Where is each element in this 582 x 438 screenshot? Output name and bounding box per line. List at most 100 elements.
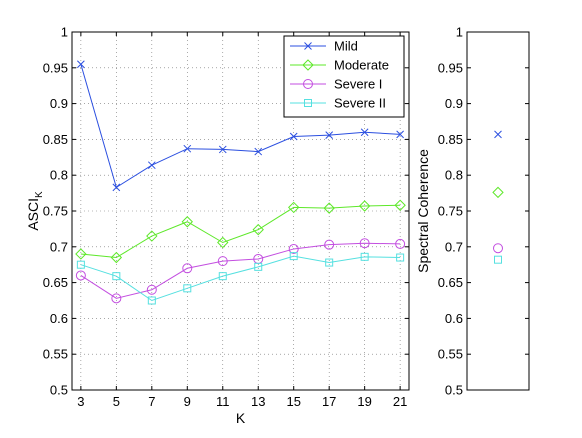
legend-label-mild: Mild [334, 39, 358, 54]
x-tick-label: 3 [77, 394, 84, 409]
data-point-severe-i [324, 239, 335, 250]
data-point-mild [218, 145, 227, 154]
data-point-severe-ii [218, 272, 227, 281]
data-point-mild [254, 147, 263, 156]
legend-entry-mild: Mild [290, 39, 358, 54]
data-point-severe-ii [147, 296, 156, 305]
series-line-moderate [80, 204, 401, 259]
data-point-severe-i [359, 238, 370, 249]
series-line-severe-i [80, 242, 401, 299]
data-point-severe-ii [183, 284, 192, 293]
side-y-tick-label: 0.95 [438, 60, 463, 75]
data-point-severe-ii [360, 252, 369, 261]
data-point-moderate [288, 201, 300, 214]
side-y-tick-label: 0.8 [445, 168, 463, 183]
legend-label-severe-ii: Severe II [334, 96, 386, 111]
data-point-mild [289, 132, 298, 141]
data-point-mild [325, 131, 334, 139]
side-point-mild [494, 130, 502, 139]
side-point-severe-ii [494, 255, 502, 264]
y-tick-label: 0.8 [50, 168, 68, 183]
side-ticks: 0.5 0.55 0.6 0.65 0.7 0.75 0.8 0.85 0.9 0.95 1 [438, 25, 529, 398]
x-axis-label: K [236, 410, 246, 426]
x-tick-label: 19 [357, 394, 371, 409]
data-point-severe-i [75, 270, 86, 281]
data-point-moderate [323, 202, 335, 214]
legend-label-moderate: Moderate [334, 58, 389, 73]
data-point-mild [147, 161, 156, 170]
y-tick-label: 0.65 [43, 275, 68, 290]
data-point-severe-i [395, 238, 406, 249]
side-y-tick-label: 0.55 [438, 347, 463, 362]
y-tick-label: 0.75 [43, 204, 68, 219]
x-tick-label: 21 [393, 394, 407, 409]
data-point-severe-ii [76, 260, 85, 269]
side-point-moderate [492, 186, 504, 199]
data-point-mild [112, 183, 121, 192]
series-line-severe-ii [80, 255, 401, 302]
data-point-severe-i [146, 284, 157, 295]
data-point-severe-ii [325, 258, 334, 267]
y-tick-label: 0.7 [50, 239, 68, 254]
data-point-severe-ii [289, 252, 298, 261]
y-axis-label-main: ASCI [25, 198, 41, 231]
side-y-tick-label: 1 [456, 25, 463, 40]
side-points [492, 130, 504, 264]
data-point-mild [396, 130, 404, 139]
main-series [75, 60, 406, 305]
side-y-tick-label: 0.85 [438, 132, 463, 147]
legend-entry-severe-ii: Severe II [290, 96, 386, 111]
legend-marker-severe-ii [304, 99, 312, 107]
data-point-moderate [358, 200, 371, 212]
data-point-severe-i [217, 256, 228, 267]
x-tick-label: 17 [322, 394, 336, 409]
data-point-mild [77, 60, 85, 69]
data-point-moderate [252, 223, 264, 236]
y-tick-label: 0.9 [50, 96, 68, 111]
legend-marker-moderate [302, 59, 314, 71]
x-tick-label: 11 [216, 394, 230, 409]
x-tick-label: 9 [184, 394, 191, 409]
y-tick-label: 1 [61, 25, 68, 40]
side-y-tick-label: 0.7 [445, 239, 463, 254]
side-point-severe-i [493, 243, 503, 254]
side-y-tick-label: 0.75 [438, 204, 463, 219]
y-tick-label: 0.55 [43, 347, 68, 362]
y-tick-label: 0.6 [50, 311, 68, 326]
y-axis-label: ASCIK [25, 191, 45, 231]
x-tick-label: 5 [113, 394, 120, 409]
side-y-tick-label: 0.5 [445, 383, 463, 398]
data-point-mild [183, 144, 192, 153]
data-point-severe-ii [396, 253, 405, 262]
x-tick-label: 15 [286, 394, 300, 409]
data-point-moderate [75, 248, 87, 260]
data-point-moderate [181, 216, 193, 228]
y-tick-label: 0.95 [43, 60, 68, 75]
data-point-moderate [394, 199, 406, 211]
side-y-tick-label: 0.6 [445, 311, 463, 326]
legend-marker-mild [304, 42, 312, 50]
y-tick-label: 0.85 [43, 132, 68, 147]
legend-marker-severe-i [303, 79, 313, 89]
data-point-severe-ii [112, 272, 121, 281]
data-point-severe-i [182, 263, 193, 274]
side-plot: 0.5 0.55 0.6 0.65 0.7 0.75 0.8 0.85 0.9 0.95 1 Spe… [415, 25, 530, 398]
data-point-severe-i [111, 293, 122, 304]
data-point-mild [360, 128, 369, 137]
data-point-moderate [110, 251, 123, 264]
legend: Mild Moderate Severe I Severe II [283, 35, 405, 118]
x-tick-label: 7 [148, 394, 155, 409]
y-axis-label-subscript: K [34, 191, 45, 198]
side-y-tick-label: 0.9 [445, 96, 463, 111]
legend-label-severe-i: Severe I [334, 77, 382, 92]
x-tick-label: 13 [251, 394, 265, 409]
data-point-severe-i [288, 243, 299, 254]
data-point-severe-ii [254, 262, 263, 271]
series-line-mild [80, 64, 401, 189]
side-y-axis-label: Spectral Coherence [415, 149, 431, 273]
legend-entry-severe-i: Severe I [290, 77, 382, 92]
data-point-moderate [217, 236, 229, 249]
